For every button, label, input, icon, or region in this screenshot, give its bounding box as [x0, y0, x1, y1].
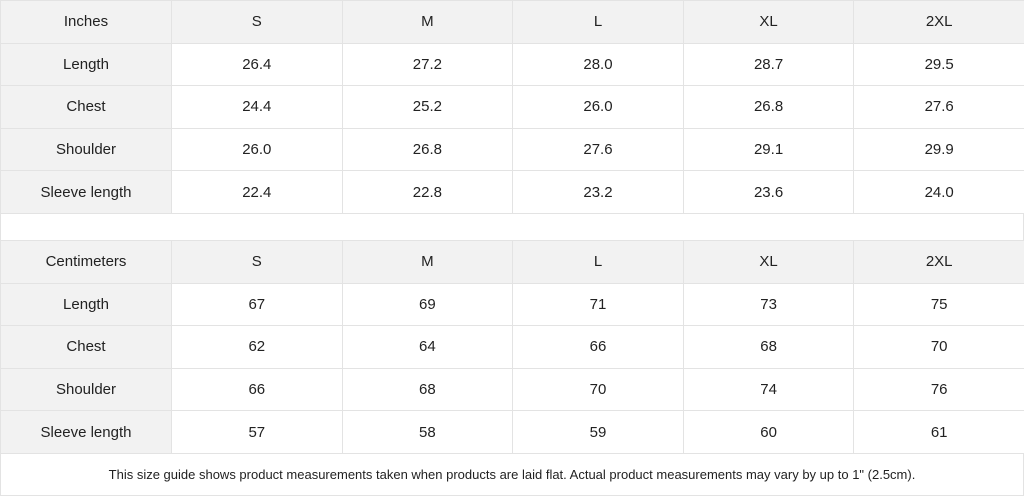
measurement-value: 25.2 [342, 86, 513, 129]
measurement-value: 66 [513, 326, 684, 369]
size-header: 2XL [854, 1, 1024, 44]
measurement-value: 29.9 [854, 128, 1024, 171]
measurement-value: 60 [683, 411, 854, 454]
size-header: M [342, 1, 513, 44]
measurement-value: 24.4 [172, 86, 343, 129]
measurement-label: Length [1, 43, 172, 86]
measurement-label: Length [1, 283, 172, 326]
size-header: M [342, 240, 513, 283]
measurement-value: 24.0 [854, 171, 1024, 214]
measurement-value: 28.7 [683, 43, 854, 86]
measurement-value: 59 [513, 411, 684, 454]
measurement-value: 23.6 [683, 171, 854, 214]
unit-header: Centimeters [1, 240, 172, 283]
measurement-value: 71 [513, 283, 684, 326]
measurement-value: 26.0 [513, 86, 684, 129]
note-text: This size guide shows product measuremen… [109, 467, 916, 482]
measurement-value: 64 [342, 326, 513, 369]
measurement-value: 22.4 [172, 171, 343, 214]
measurement-value: 28.0 [513, 43, 684, 86]
measurement-value: 57 [172, 411, 343, 454]
measurement-value: 23.2 [513, 171, 684, 214]
measurement-value: 61 [854, 411, 1024, 454]
measurement-value: 29.5 [854, 43, 1024, 86]
measurement-value: 67 [172, 283, 343, 326]
measurement-value: 68 [342, 368, 513, 411]
measurement-value: 26.8 [683, 86, 854, 129]
size-header: 2XL [854, 240, 1024, 283]
measurement-value: 74 [683, 368, 854, 411]
size-header: L [513, 240, 684, 283]
measurement-label: Shoulder [1, 128, 172, 171]
measurement-label: Chest [1, 86, 172, 129]
measurement-value: 69 [342, 283, 513, 326]
measurement-value: 76 [854, 368, 1024, 411]
measurement-label: Chest [1, 326, 172, 369]
measurement-value: 75 [854, 283, 1024, 326]
measurement-value: 26.8 [342, 128, 513, 171]
measurement-label: Sleeve length [1, 411, 172, 454]
measurement-value: 70 [854, 326, 1024, 369]
measurement-value: 27.6 [854, 86, 1024, 129]
unit-header: Inches [1, 1, 172, 44]
measurement-value: 66 [172, 368, 343, 411]
size-header: S [172, 240, 343, 283]
size-header: XL [683, 240, 854, 283]
measurement-value: 70 [513, 368, 684, 411]
measurement-value: 26.4 [172, 43, 343, 86]
measurement-value: 62 [172, 326, 343, 369]
size-guide-note: This size guide shows product measuremen… [0, 454, 1024, 496]
measurement-value: 68 [683, 326, 854, 369]
measurement-value: 26.0 [172, 128, 343, 171]
table-spacer [0, 214, 1024, 240]
measurement-value: 29.1 [683, 128, 854, 171]
measurement-value: 73 [683, 283, 854, 326]
size-header: L [513, 1, 684, 44]
measurement-value: 22.8 [342, 171, 513, 214]
measurement-value: 58 [342, 411, 513, 454]
size-header: XL [683, 1, 854, 44]
size-header: S [172, 1, 343, 44]
measurement-value: 27.2 [342, 43, 513, 86]
measurement-value: 27.6 [513, 128, 684, 171]
measurement-label: Sleeve length [1, 171, 172, 214]
measurement-label: Shoulder [1, 368, 172, 411]
